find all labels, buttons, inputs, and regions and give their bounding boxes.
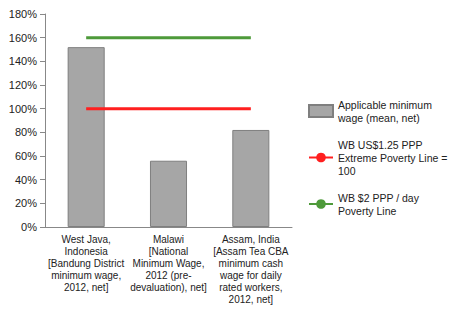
svg-text:2012, net]: 2012, net] [64, 282, 109, 293]
svg-text:Applicable minimum: Applicable minimum [338, 99, 435, 111]
svg-text:[National: [National [149, 246, 188, 257]
svg-text:minimum cash: minimum cash [219, 258, 283, 269]
svg-text:2012, net]: 2012, net] [229, 294, 274, 305]
svg-text:160%: 160% [9, 32, 37, 44]
svg-text:minimum wage,: minimum wage, [51, 270, 121, 281]
svg-text:[Bandung District: [Bandung District [48, 258, 124, 269]
svg-text:80%: 80% [15, 126, 37, 138]
svg-text:0%: 0% [21, 221, 37, 233]
svg-text:40%: 40% [15, 174, 37, 186]
svg-text:WB US$1.25 PPP: WB US$1.25 PPP [338, 139, 425, 151]
svg-text:2012 (pre-: 2012 (pre- [145, 270, 191, 281]
svg-text:Assam, India: Assam, India [222, 234, 280, 245]
svg-text:180%: 180% [9, 8, 37, 20]
svg-text:20%: 20% [15, 197, 37, 209]
svg-text:WB $2 PPP / day: WB $2 PPP / day [338, 192, 422, 204]
svg-text:[Assam Tea CBA: [Assam Tea CBA [213, 246, 289, 257]
svg-text:100%: 100% [9, 103, 37, 115]
svg-text:60%: 60% [15, 150, 37, 162]
svg-text:devaluation), net]: devaluation), net] [130, 282, 207, 293]
svg-text:wage for daily: wage for daily [219, 270, 282, 281]
svg-text:100: 100 [338, 165, 356, 177]
svg-text:Poverty Line: Poverty Line [338, 205, 397, 217]
svg-text:wage (mean, net): wage (mean, net) [337, 112, 420, 124]
svg-text:140%: 140% [9, 55, 37, 67]
svg-text:West Java,: West Java, [62, 234, 111, 245]
svg-text:120%: 120% [9, 79, 37, 91]
svg-text:rated workers,: rated workers, [219, 282, 282, 293]
svg-text:Indonesia: Indonesia [64, 246, 108, 257]
svg-text:Minimum Wage,: Minimum Wage, [133, 258, 205, 269]
svg-text:Malawi: Malawi [153, 234, 184, 245]
svg-text:Extreme Poverty Line =: Extreme Poverty Line = [338, 152, 450, 164]
